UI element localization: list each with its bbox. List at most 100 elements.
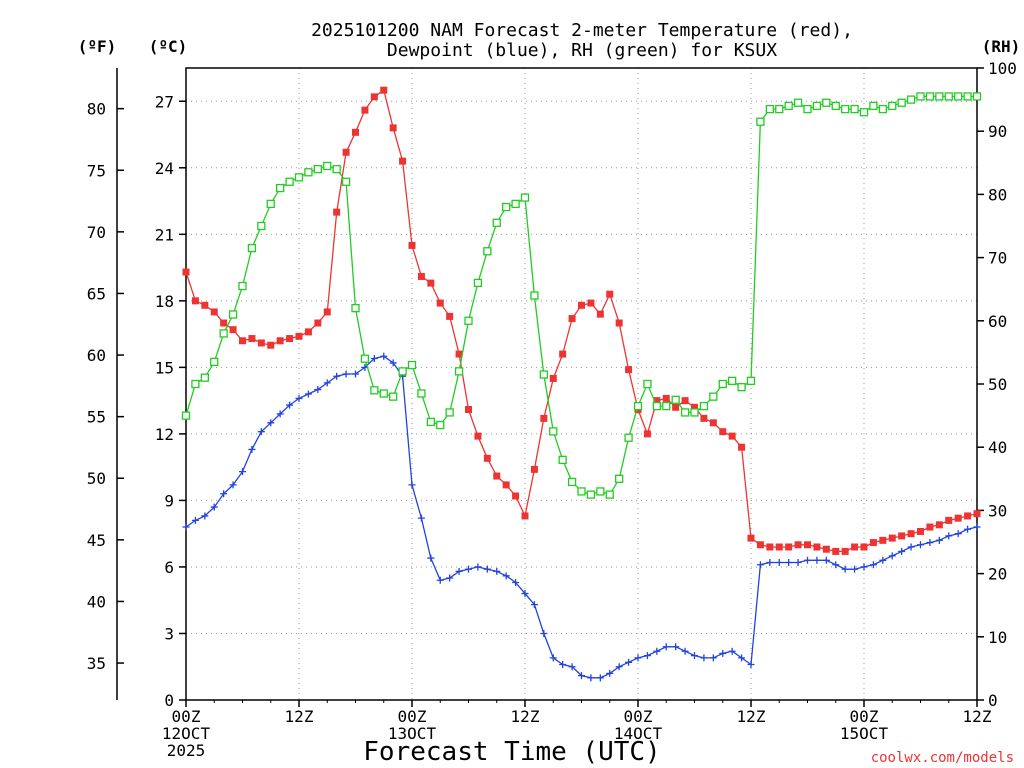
x-tick-label: 12Z — [963, 707, 992, 726]
axes — [116, 67, 978, 701]
credit-text: coolwx.com/models — [871, 750, 1014, 766]
dewpoint-point — [766, 559, 774, 567]
temperature-point — [879, 536, 887, 544]
temperature-point — [389, 124, 397, 132]
temperature-point — [220, 319, 228, 327]
temperature-point — [917, 527, 924, 535]
dewpoint-point — [681, 647, 689, 655]
temperature-point — [304, 328, 312, 336]
rh-tick-label: 100 — [988, 59, 1017, 78]
temperature-point — [907, 530, 915, 538]
dewpoint-point — [446, 574, 454, 582]
dewpoint-point — [257, 428, 265, 436]
dewpoint-point — [898, 547, 906, 555]
temperature-point — [191, 297, 199, 305]
dewpoint-point — [352, 370, 359, 378]
rh-point — [464, 316, 473, 325]
dewpoint-point — [756, 561, 764, 569]
temperature-point — [361, 106, 369, 114]
celsius-tick-label: 21 — [155, 225, 174, 244]
temperature-point — [342, 148, 350, 156]
rh-tick-label: 0 — [988, 691, 998, 710]
rh-point — [888, 101, 897, 111]
rh-point — [756, 117, 765, 126]
celsius-tick-label: 18 — [155, 292, 174, 311]
temperature-point — [578, 301, 585, 309]
temperature-point — [370, 93, 378, 101]
dewpoint-point — [747, 661, 755, 669]
rh-point — [605, 490, 614, 499]
rh-point — [445, 408, 454, 417]
temperature-point — [841, 547, 849, 555]
rh-tick-label: 70 — [988, 249, 1007, 268]
dewpoint-point — [578, 672, 585, 680]
dewpoint-point — [606, 669, 614, 677]
celsius-tick-label: 9 — [164, 491, 174, 510]
temperature-point — [483, 454, 491, 462]
dewpoint-point — [427, 554, 435, 562]
dewpoint-point — [191, 516, 199, 524]
dewpoint-point — [323, 379, 331, 387]
x-axis-label: Forecast Time (UTC) — [363, 737, 660, 767]
rh-point — [577, 487, 586, 496]
temperature-point — [973, 510, 981, 518]
dewpoint-point — [304, 390, 312, 398]
temperature-point — [559, 350, 567, 358]
dewpoint-point — [436, 576, 444, 584]
rh-point — [718, 379, 727, 389]
rh-tick-label: 40 — [988, 438, 1007, 457]
rh-point — [266, 199, 275, 209]
dewpoint-point — [653, 647, 661, 655]
fahrenheit-tick-label: 50 — [87, 469, 106, 488]
rh-point — [793, 98, 803, 107]
dewpoint-point — [813, 556, 821, 564]
fahrenheit-tick-label: 65 — [87, 284, 106, 303]
temperature-point — [869, 539, 877, 547]
dewpoint-point — [907, 543, 915, 551]
x-tick-label: 12Z — [285, 707, 314, 726]
dewpoint-point — [700, 654, 708, 662]
dewpoint-point — [380, 352, 388, 360]
temperature-point — [945, 516, 953, 524]
rh-point — [389, 392, 398, 401]
temperature-point — [427, 279, 435, 287]
temperature-point — [530, 465, 538, 473]
dewpoint-point — [342, 370, 350, 378]
dewpoint-point — [973, 523, 981, 531]
temperature-point — [606, 290, 614, 298]
temperature-point — [502, 481, 510, 489]
temperature-point — [465, 406, 472, 414]
temperature-point — [653, 397, 661, 405]
fahrenheit-tick-label: 55 — [87, 408, 106, 427]
dewpoint-point — [286, 401, 294, 409]
temperature-point — [323, 308, 331, 316]
fahrenheit-tick-label: 40 — [87, 592, 106, 611]
rh-point — [191, 379, 200, 389]
dewpoint-point — [239, 468, 246, 476]
tick-labels: 0 3 6 9 12 15 18 21 24 27 35 40 45 50 55 60 65 70 75 80 0 10 2… — [87, 59, 1017, 760]
rh-point — [530, 291, 539, 300]
dewpoint-point — [625, 658, 633, 666]
dewpoint-point — [229, 481, 237, 489]
rh-point — [615, 474, 624, 483]
x-tick-label: 00Z — [624, 707, 653, 726]
fahrenheit-tick-label: 45 — [87, 531, 106, 550]
temperature-point — [643, 430, 651, 438]
rh-tick-label: 60 — [988, 312, 1007, 331]
temperature-point — [267, 341, 275, 349]
celsius-units-label: (ºC) — [149, 37, 188, 56]
fahrenheit-tick-label: 70 — [87, 223, 106, 242]
temperature-point — [935, 521, 943, 529]
temperature-point — [738, 443, 746, 451]
rh-point — [332, 164, 341, 174]
temperature-point — [615, 319, 623, 327]
dewpoint-point — [926, 539, 934, 547]
rh-point — [200, 373, 209, 382]
dewpoint-point — [201, 512, 209, 520]
rh-point — [426, 417, 435, 427]
dewpoint-point — [869, 561, 877, 569]
rh-point — [210, 357, 219, 367]
series-line-1 — [185, 355, 978, 679]
temperature-point — [286, 335, 294, 343]
rh-point — [652, 401, 661, 411]
